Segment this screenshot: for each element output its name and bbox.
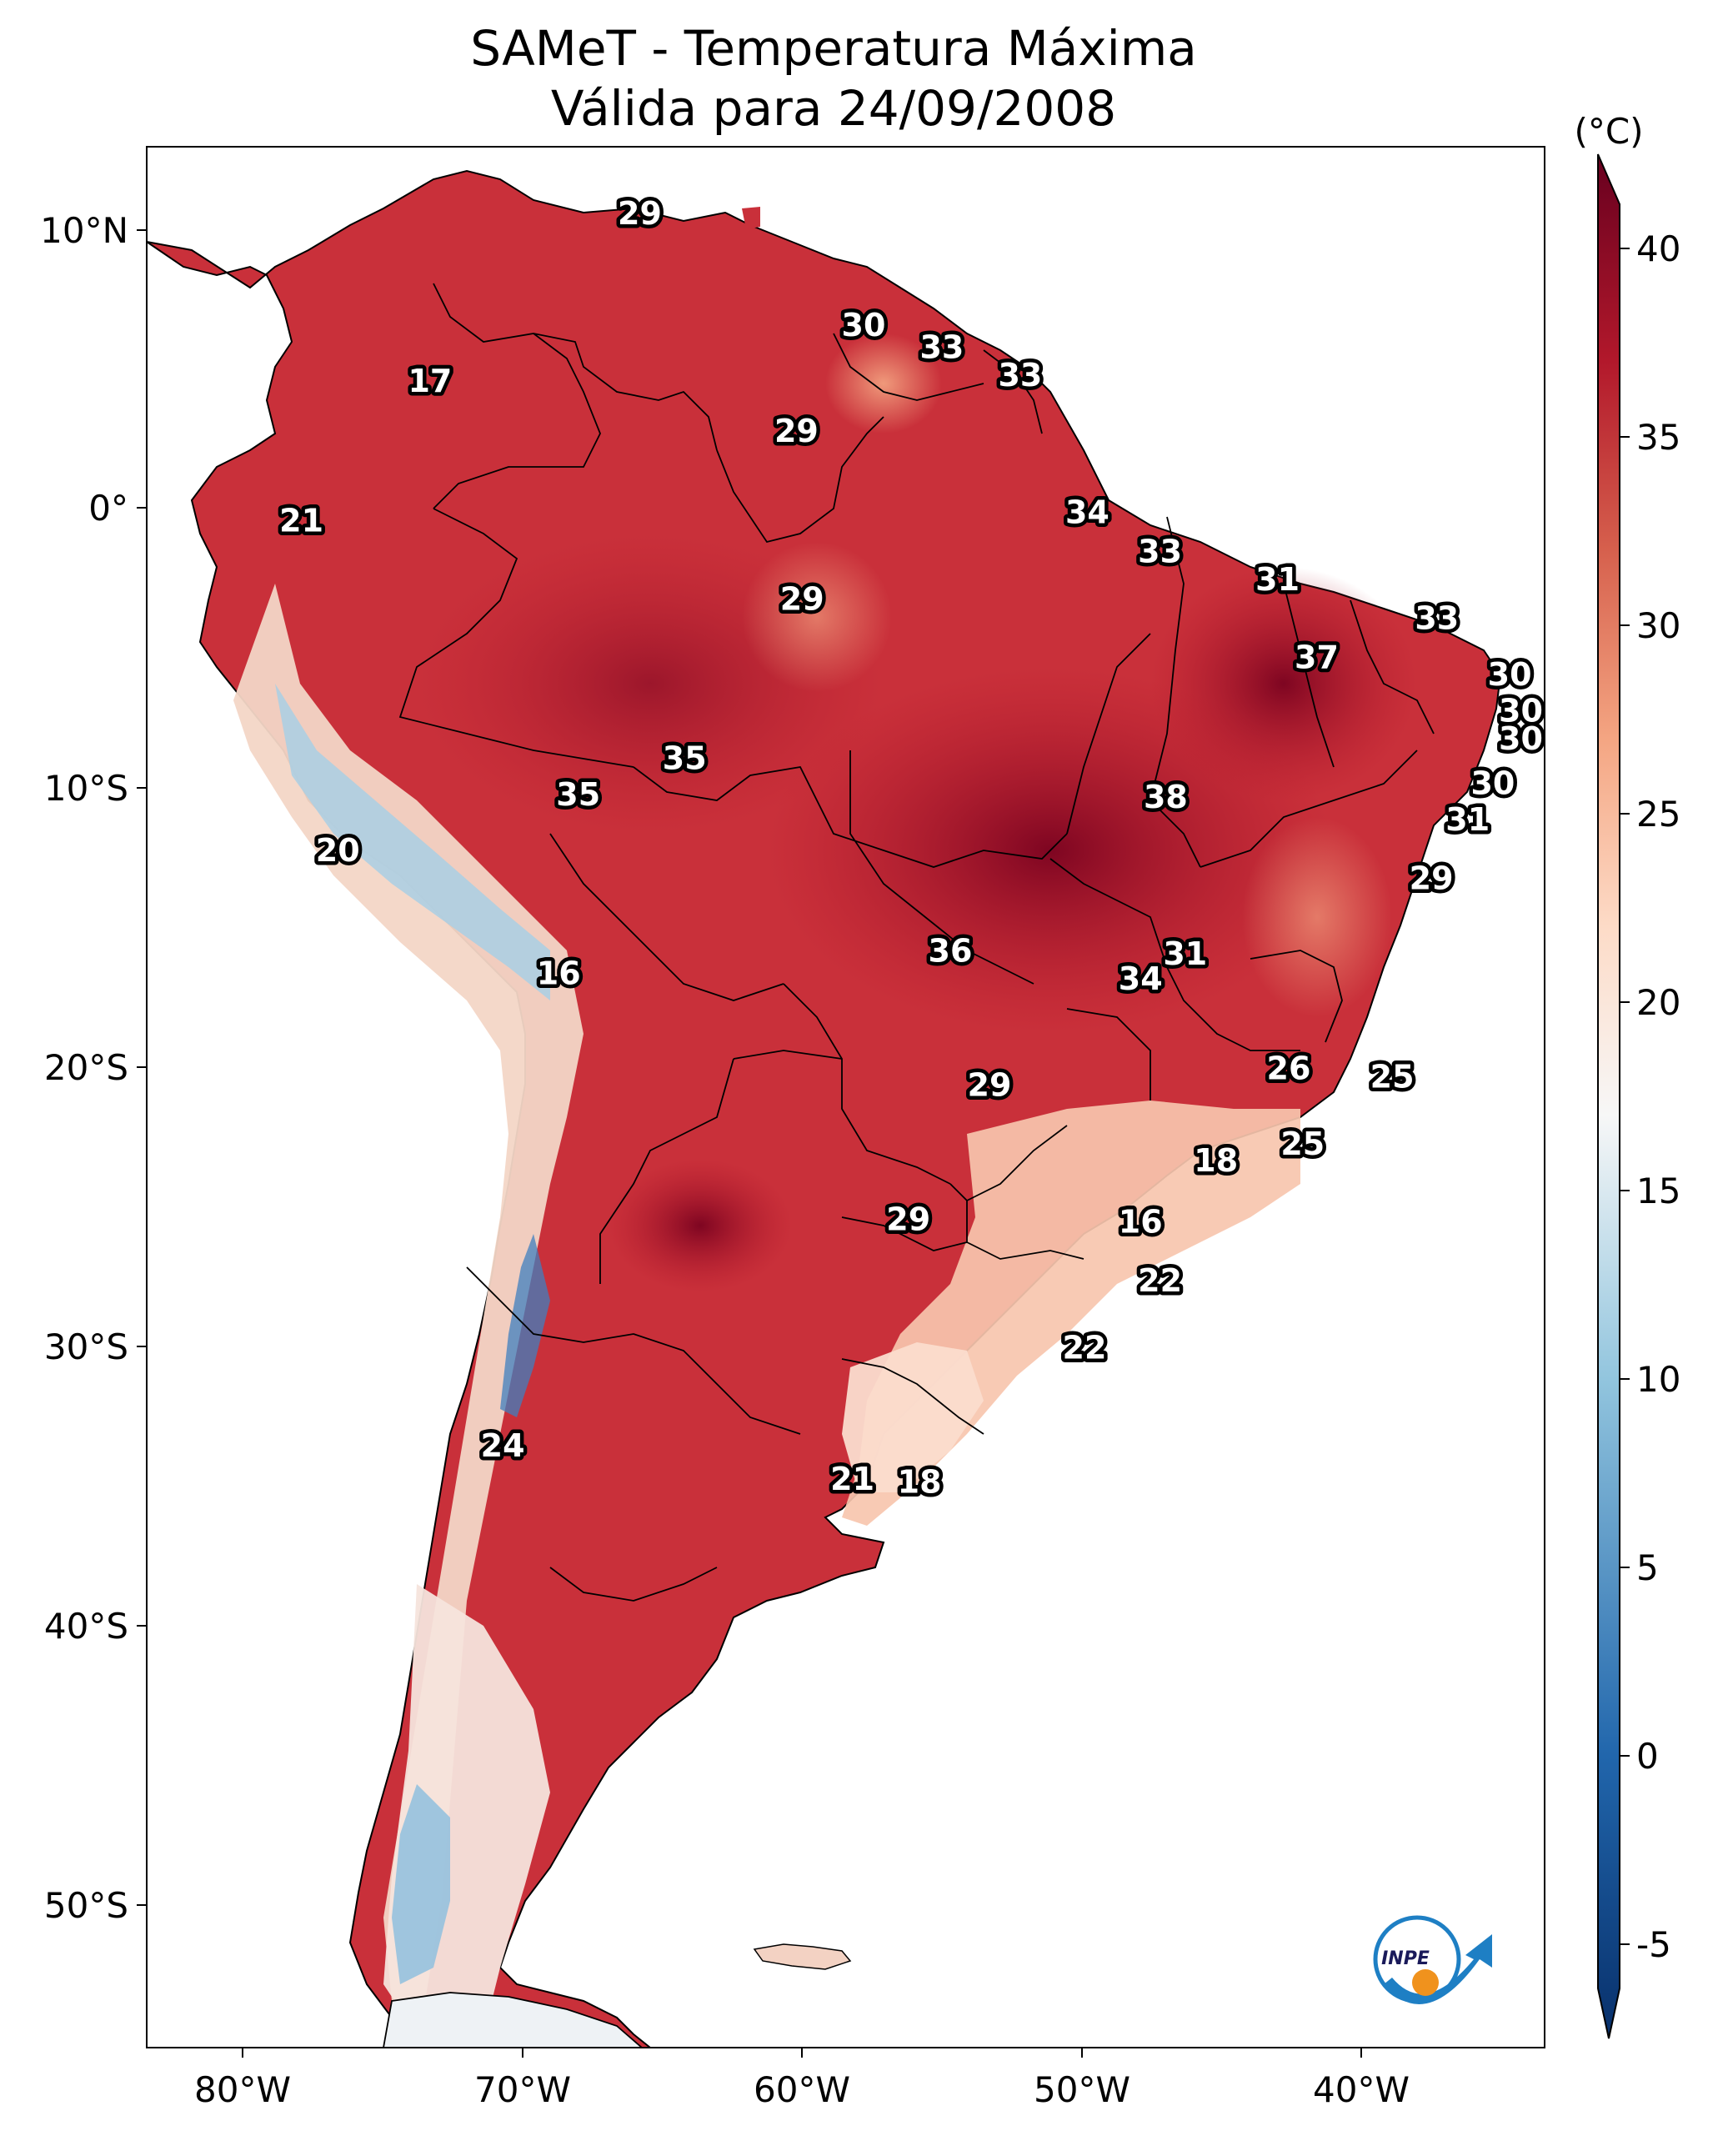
temperature-label: 21 — [279, 502, 323, 539]
colorbar-tick-label: 15 — [1636, 1171, 1680, 1211]
temperature-label: 31 — [1163, 935, 1207, 972]
y-axis — [137, 229, 147, 1906]
temperature-label: 26 — [1267, 1050, 1311, 1086]
map-subtitle: Válida para 24/09/2008 — [551, 80, 1116, 137]
temperature-label: 25 — [1280, 1126, 1325, 1162]
mild-spot-amazonas — [742, 542, 892, 692]
x-tick-label: 40°W — [1313, 2069, 1410, 2110]
temperature-label: 29 — [886, 1201, 930, 1237]
hot-core-northeast — [1150, 567, 1417, 800]
y-tick-label: 10°N — [40, 210, 128, 251]
x-tick-label: 80°W — [194, 2069, 291, 2110]
temperature-label: 30 — [1488, 656, 1532, 693]
x-axis-labels: 80°W 70°W 60°W 50°W 40°W — [194, 2069, 1410, 2110]
y-tick-label: 30°S — [44, 1326, 128, 1367]
temperature-label: 36 — [929, 933, 973, 970]
y-tick-label: 20°S — [44, 1047, 128, 1088]
colorbar-tick-label: 10 — [1636, 1359, 1680, 1400]
colorbar-tick-label: -5 — [1636, 1924, 1671, 1965]
tierra-del-fuego — [383, 1992, 644, 2048]
y-tick-label: 0° — [88, 488, 128, 529]
colorbar-unit: (°C) — [1574, 111, 1643, 152]
trinidad — [742, 207, 760, 229]
temperature-label: 30 — [842, 307, 886, 343]
x-tick-label: 60°W — [754, 2069, 850, 2110]
temperature-label: 33 — [1138, 533, 1182, 569]
temperature-label: 34 — [1119, 960, 1163, 997]
mild-spot-roraima — [825, 333, 942, 434]
mild-spot-bahia — [1242, 817, 1392, 1017]
logo-text: INPE — [1381, 1948, 1430, 1969]
temperature-label: 16 — [537, 955, 581, 991]
x-tick-label: 70°W — [474, 2069, 571, 2110]
logo-swoosh-icon — [1384, 1934, 1492, 2004]
y-tick-label: 10°S — [44, 768, 128, 809]
x-tick-label: 50°W — [1034, 2069, 1130, 2110]
temperature-label: 33 — [919, 329, 964, 366]
temperature-label: 20 — [316, 832, 360, 869]
temperature-label: 18 — [1194, 1142, 1238, 1179]
colorbar-tick-label: 40 — [1636, 228, 1680, 269]
temperature-label: 29 — [780, 580, 824, 617]
temperature-label: 29 — [968, 1066, 1012, 1103]
temperature-label: 21 — [830, 1461, 874, 1497]
temperature-label: 24 — [481, 1427, 525, 1464]
map-title: SAMeT - Temperatura Máxima — [470, 20, 1197, 77]
colorbar-bar — [1597, 153, 1620, 2039]
colorbar-tick-label: 5 — [1636, 1547, 1659, 1588]
colorbar: (°C) -5 0 5 10 15 20 25 30 35 40 — [1574, 111, 1680, 2039]
temperature-label: 31 — [1255, 561, 1300, 598]
temperature-label: 29 — [774, 413, 819, 449]
temperature-label: 18 — [898, 1463, 942, 1500]
temperature-label: 35 — [556, 776, 600, 813]
temperature-label: 35 — [663, 740, 707, 776]
colorbar-ticks: -5 0 5 10 15 20 25 30 35 40 — [1620, 228, 1680, 1965]
temperature-label: 38 — [1144, 779, 1188, 815]
temperature-label: 17 — [408, 363, 452, 399]
temperature-label: 16 — [1119, 1204, 1163, 1241]
andes-cold-zone — [275, 684, 550, 1000]
colorbar-tick-label: 35 — [1636, 417, 1680, 458]
temperature-label: 37 — [1295, 639, 1339, 676]
temperature-label: 30 — [1499, 692, 1543, 729]
patagonia-cold — [392, 1784, 450, 1984]
uruguay-mild — [842, 1342, 984, 1492]
hot-core-chaco — [609, 1159, 792, 1292]
temperature-label: 22 — [1138, 1262, 1182, 1299]
temperature-label: 29 — [1410, 860, 1454, 896]
x-axis — [242, 2048, 1362, 2058]
temperature-label: 30 — [1499, 720, 1543, 757]
inpe-logo: INPE — [1373, 1915, 1492, 2004]
colorbar-tick-label: 0 — [1636, 1736, 1659, 1777]
logo-dot-icon — [1412, 1969, 1439, 1996]
map-panel — [147, 147, 1545, 2048]
y-tick-label: 40°S — [44, 1606, 128, 1647]
temperature-label: 34 — [1065, 494, 1109, 530]
falkland-islands — [753, 1943, 852, 1970]
temperature-label: 25 — [1370, 1058, 1415, 1095]
colorbar-tick-label: 25 — [1636, 794, 1680, 835]
temperature-label: 33 — [998, 357, 1042, 394]
y-tick-label: 50°S — [44, 1885, 128, 1926]
temperature-label: 29 — [618, 195, 662, 232]
temperature-label: 30 — [1470, 765, 1515, 802]
country-borders — [398, 283, 1435, 1602]
temperature-label: 31 — [1445, 801, 1490, 838]
temperature-label: 33 — [1415, 600, 1459, 637]
colorbar-tick-label: 30 — [1636, 605, 1680, 646]
temperature-label: 22 — [1063, 1330, 1107, 1366]
map-frame — [146, 146, 1545, 2048]
y-axis-labels: 10°N 0° 10°S 20°S 30°S 40°S 50°S — [40, 210, 128, 1926]
colorbar-tick-label: 20 — [1636, 982, 1680, 1023]
